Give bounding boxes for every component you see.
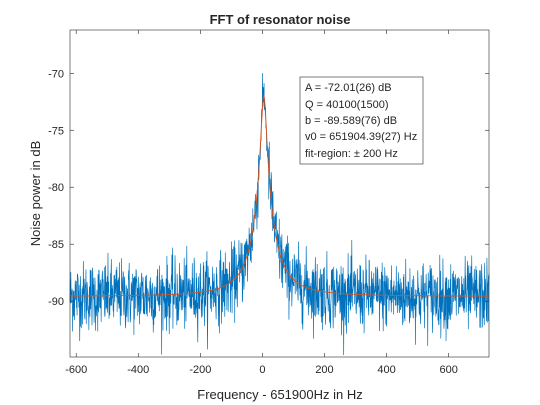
annotation-line-fit-region: fit-region: ± 200 Hz [305,148,398,160]
annotation-line-amplitude: A = -72.01(26) dB [305,82,392,94]
x-axis-label: Frequency - 651900Hz in Hz [197,387,362,402]
plot-area [70,30,489,357]
y-axis: -90 -85 -80 -75 -70 [48,68,489,308]
x-tick-label: -200 [189,364,211,376]
x-tick-label: -600 [65,364,87,376]
y-axis-label: Noise power in dB [28,141,43,247]
x-tick-label: 0 [259,364,265,376]
annotation-line-quality-factor: Q = 40100(1500) [305,99,388,111]
annotation-box [299,76,424,165]
x-axis: -600 -400 -200 0 200 400 600 [65,30,458,376]
axes-box [69,29,490,358]
series-layer [69,73,490,356]
y-tick-label: -85 [48,239,64,251]
x-tick-label: 200 [315,364,333,376]
x-tick-label: 400 [377,364,395,376]
y-tick-label: -80 [48,182,64,194]
y-tick-label: -75 [48,125,64,137]
y-tick-label: -90 [48,296,64,308]
series-line-lorentzian-fit [70,93,489,297]
series-line-measured-noise [69,73,490,356]
chart-title: FFT of resonator noise [210,12,351,27]
annotation-line-baseline: b = -89.589(76) dB [305,115,397,127]
x-tick-label: -400 [127,364,149,376]
x-tick-label: 600 [439,364,457,376]
annotation-line-center-frequency: v0 = 651904.39(27) Hz [305,131,417,143]
y-tick-label: -70 [48,68,64,80]
fit-parameters-annotation: A = -72.01(26) dB Q = 40100(1500) b = -8… [299,76,424,165]
